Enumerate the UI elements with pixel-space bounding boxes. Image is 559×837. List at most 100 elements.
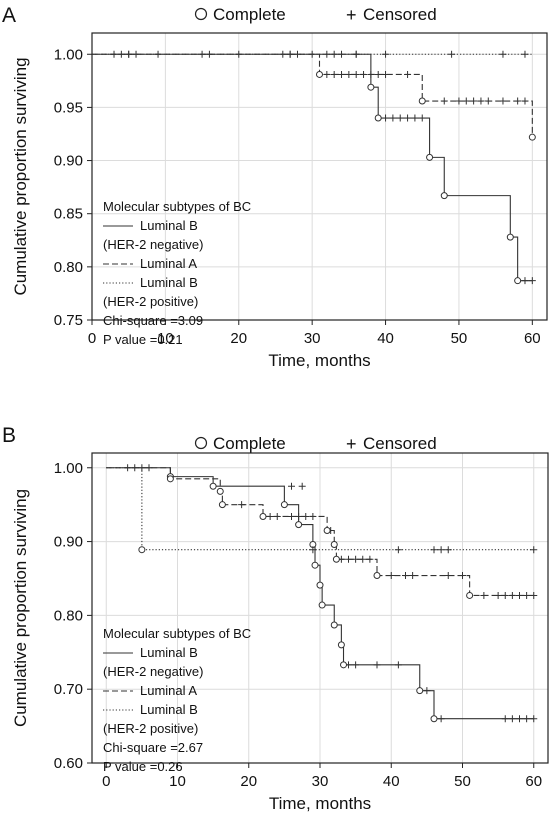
y-axis-label: Cumulative proportion surviving [11, 489, 30, 727]
censor-mark [521, 50, 529, 58]
series-line-dash [106, 467, 534, 597]
y-tick-label: 0.70 [54, 681, 83, 698]
panel-label: A [2, 4, 16, 27]
event-marker [316, 70, 323, 78]
event-marker [506, 233, 514, 241]
censor-mark [462, 97, 470, 105]
inner-legend-label: Luminal B [140, 218, 198, 233]
event-marker [374, 114, 382, 122]
censor-mark [298, 482, 306, 490]
x-tick-label: 0 [102, 773, 110, 790]
x-axis-label: Time, months [268, 351, 370, 370]
x-tick-label: 20 [240, 773, 257, 790]
censor-mark [508, 591, 516, 599]
censor-mark [404, 114, 412, 122]
x-axis-label: Time, months [269, 794, 371, 813]
censor-mark [295, 512, 303, 520]
censor-mark [266, 512, 274, 520]
censor-mark [131, 464, 139, 472]
censor-mark [514, 97, 522, 105]
censored-plus-icon: + [346, 5, 357, 25]
complete-circle-icon [194, 436, 208, 450]
legend-complete-label: Complete [213, 434, 286, 453]
x-tick-label: 30 [312, 773, 329, 790]
panel-label: B [2, 424, 16, 447]
censor-mark [288, 482, 295, 490]
event-marker [218, 501, 226, 509]
y-tick-label: 0.60 [54, 755, 83, 772]
y-tick-label: 1.00 [54, 46, 83, 63]
x-tick-label: 30 [304, 330, 321, 347]
censor-mark [273, 512, 281, 520]
censor-mark [523, 715, 531, 723]
censor-mark [124, 464, 132, 472]
inner-legend-label-sub: (HER-2 positive) [103, 721, 198, 736]
inner-legend-label: Luminal A [140, 683, 197, 698]
censor-mark [470, 97, 478, 105]
censor-mark [345, 555, 352, 563]
censor-mark [409, 572, 417, 580]
inner-legend-label: Luminal B [140, 702, 198, 717]
panel-b: B Complete + Censored 0 10 20 30 40 50 60 0.60 0.70 0… [0, 419, 559, 837]
censor-mark [499, 50, 507, 58]
event-marker [340, 661, 348, 669]
censor-mark [338, 70, 346, 78]
censor-mark [437, 715, 445, 723]
censor-mark [411, 114, 419, 122]
event-marker [280, 501, 288, 509]
y-axis-label: Cumulative proportion surviving [11, 57, 30, 295]
event-marker [466, 591, 474, 599]
event-marker [332, 555, 340, 563]
x-tick-label: 50 [451, 330, 468, 347]
censor-mark [477, 97, 485, 105]
event-marker [528, 133, 536, 141]
series-line-solid [106, 467, 534, 720]
censor-mark [238, 501, 246, 509]
censor-mark [382, 70, 390, 78]
censor-mark [430, 546, 438, 554]
censor-mark [444, 546, 452, 554]
x-tick-label: 40 [383, 773, 400, 790]
censor-mark [394, 661, 402, 669]
censor-mark [360, 70, 368, 78]
x-tick-label: 50 [454, 773, 471, 790]
censor-mark [302, 512, 310, 520]
event-marker [430, 715, 438, 723]
inner-legend-title: Molecular subtypes of BC [103, 626, 251, 641]
censor-mark [382, 50, 390, 58]
event-marker [259, 512, 267, 520]
inner-legend-label: Luminal B [140, 275, 198, 290]
censor-mark [288, 512, 295, 520]
event-marker [311, 561, 319, 569]
y-tick-label: 0.85 [54, 206, 83, 223]
censored-plus-icon: + [346, 434, 357, 454]
censor-mark [330, 70, 338, 78]
censor-mark [323, 70, 331, 78]
event-marker [426, 153, 434, 161]
censor-mark [455, 97, 463, 105]
x-tick-label: 60 [524, 330, 541, 347]
censor-mark [440, 97, 448, 105]
event-marker [323, 527, 331, 534]
legend-complete-label: Complete [213, 5, 286, 24]
censor-mark [418, 114, 426, 122]
event-marker [209, 482, 217, 490]
censor-mark [448, 50, 456, 58]
censor-mark [530, 715, 538, 723]
censor-mark [366, 555, 374, 563]
censor-mark [138, 464, 146, 472]
censor-mark [480, 591, 488, 599]
panel-a: A Complete + Censored 0 10 20 30 40 50 60 0.75 0.80 0… [0, 0, 559, 418]
km-chart-b: B Complete + Censored 0 10 20 30 40 50 60 0.60 0.70 0… [2, 424, 549, 813]
censor-mark [345, 70, 353, 78]
event-marker [416, 687, 424, 695]
censor-mark [523, 591, 531, 599]
censor-mark [309, 512, 317, 520]
censor-mark [459, 572, 466, 580]
inner-legend-label-sub: (HER-2 negative) [103, 664, 203, 679]
censor-mark [394, 546, 402, 554]
y-tick-label: 0.90 [54, 534, 83, 551]
inner-legend-stat: Chi-square =2.67 [103, 740, 203, 755]
x-tick-label: 10 [169, 773, 186, 790]
event-marker [166, 475, 174, 483]
